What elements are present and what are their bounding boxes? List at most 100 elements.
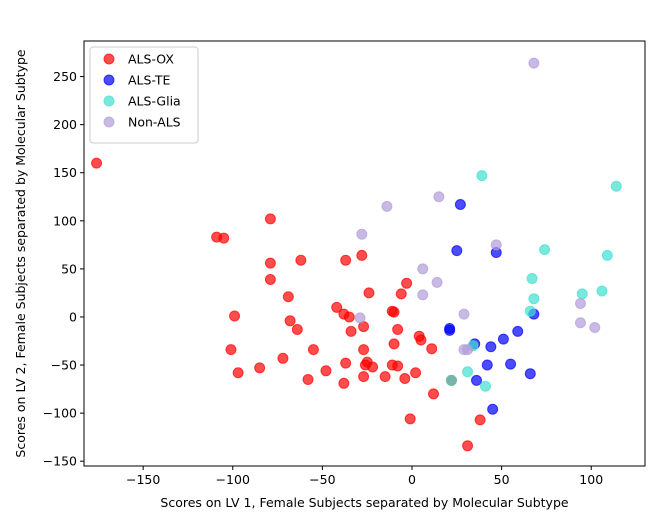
data-point-non-als [356,228,368,240]
data-point-als-ox [254,362,266,374]
data-point-als-ox [225,344,237,356]
data-point-non-als [433,191,445,203]
data-point-als-te [454,198,466,210]
legend-label: Non-ALS [128,115,181,130]
y-tick-label: −150 [43,454,77,469]
data-point-als-ox [340,254,352,266]
data-point-als-glia [479,380,491,392]
data-point-als-ox [426,343,438,355]
y-tick-label: −100 [43,406,77,421]
data-point-als-ox [282,291,294,303]
x-tick-label: −100 [216,472,250,487]
data-point-non-als [490,239,502,251]
data-point-als-ox [340,357,352,369]
y-tick-label: 0 [69,309,77,324]
data-point-als-ox [399,373,411,384]
data-point-non-als [417,263,429,275]
legend: ALS-OX ALS-TE ALS-Glia Non-ALS [89,46,199,144]
data-point-als-glia [596,285,608,297]
data-point-als-te [471,374,483,386]
data-point-als-ox [331,301,343,313]
legend-marker [103,116,115,128]
plot-frame [83,40,646,467]
data-point-als-ox [392,323,404,335]
y-axis-label: Scores on LV 2, Female Subjects separate… [13,49,28,458]
data-point-als-ox [386,359,398,371]
data-point-als-ox [395,288,407,300]
data-point-als-glia [528,293,540,305]
x-tick-label: −150 [126,472,160,487]
data-point-als-ox [358,344,370,356]
data-point-als-ox [229,310,241,322]
data-point-als-glia [539,244,551,256]
data-point-als-ox [367,361,379,373]
y-tick-label: 50 [61,261,77,276]
data-point-als-glia [462,366,474,378]
data-point-als-ox [264,273,276,285]
data-point-non-als [589,322,601,334]
x-tick-label: 100 [579,472,603,487]
data-point-als-glia [526,273,538,284]
data-point-non-als [431,276,443,288]
data-point-als-ox [415,334,427,346]
x-tick-label: −50 [309,472,335,487]
data-point-als-ox [343,311,355,323]
legend-label: ALS-Glia [128,94,181,109]
y-axis-ticks: −150 −100 −50 0 50 100 150 200 250 [43,69,84,469]
data-point-als-te [512,325,524,337]
data-point-als-ox [295,254,307,266]
data-point-als-glia [576,288,588,300]
data-point-als-glia [601,249,613,261]
data-point-als-ox [345,325,357,337]
data-point-non-als [528,57,540,69]
data-point-als-ox [320,365,332,377]
data-point-als-ox [338,377,350,389]
y-tick-label: 250 [53,69,77,84]
data-point-als-ox [462,440,474,452]
data-point-als-ox [264,213,276,225]
data-point-non-als [462,344,474,356]
data-point-als-te [505,358,517,370]
data-point-als-ox [401,277,413,289]
data-point-als-ox [410,367,422,379]
x-axis-label: Scores on LV 1, Female Subjects separate… [160,495,569,510]
data-point-als-ox [388,306,400,318]
data-point-als-ox [284,315,296,327]
points-layer [91,57,622,452]
legend-box [89,46,199,144]
data-point-non-als [574,317,586,329]
data-point-als-ox [277,352,289,364]
data-point-als-ox [91,157,103,169]
legend-marker [103,53,115,65]
y-tick-label: 200 [53,117,77,132]
data-point-als-ox [404,413,416,425]
data-point-als-ox [428,388,439,400]
data-point-als-ox [474,414,486,426]
data-point-als-te [485,341,497,353]
legend-label: ALS-OX [128,52,174,67]
data-point-als-glia [524,305,536,317]
data-point-als-te [487,403,499,415]
x-tick-label: 0 [408,472,416,487]
data-point-als-ox [356,249,368,261]
data-point-als-glia [610,180,622,192]
data-point-als-ox [291,323,303,335]
data-point-als-te [524,368,536,380]
data-point-non-als [354,312,366,324]
x-axis-ticks: −150 −100 −50 0 50 100 [126,466,603,487]
data-point-als-te [451,245,463,257]
data-point-als-ox [264,257,276,269]
legend-marker [103,74,115,86]
data-point-als-ox [307,344,319,356]
data-point-non-als [417,289,429,301]
data-point-non-als [574,298,586,309]
data-point-non-als [458,308,470,320]
data-point-als-ox [232,367,244,379]
data-point-non-als [381,200,393,212]
y-tick-label: −50 [51,358,77,373]
data-point-als-ox [358,371,370,383]
data-point-als-te [481,359,493,371]
data-point-als-ox [363,287,375,299]
legend-label: ALS-TE [128,73,170,88]
